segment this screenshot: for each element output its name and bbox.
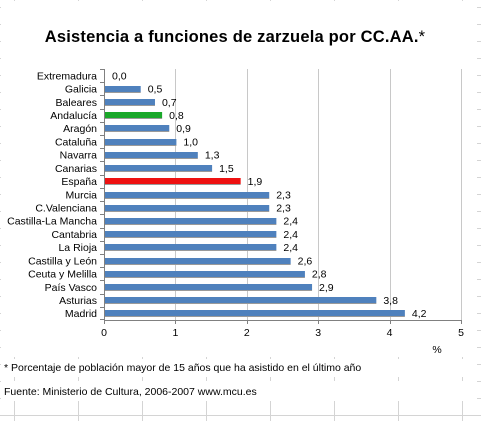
bar bbox=[105, 192, 270, 198]
data-label: 1,9 bbox=[248, 176, 263, 188]
bar bbox=[105, 297, 377, 303]
bar bbox=[105, 231, 277, 237]
category-label: Baleares bbox=[56, 97, 97, 109]
x-tick-label: 5 bbox=[458, 327, 464, 339]
category-label: Asturias bbox=[59, 295, 97, 307]
category-label: Madrid bbox=[65, 308, 97, 320]
category-label: Cantabria bbox=[51, 229, 97, 241]
category-label: Navarra bbox=[60, 150, 98, 162]
data-label: 0,0 bbox=[112, 70, 127, 82]
bar bbox=[105, 258, 291, 264]
data-label: 3,8 bbox=[383, 295, 398, 307]
x-tick-label: 3 bbox=[315, 327, 321, 339]
bar bbox=[105, 139, 177, 145]
data-label: 2,4 bbox=[283, 216, 298, 228]
data-label: 4,2 bbox=[412, 308, 427, 320]
x-tick-label: 1 bbox=[172, 327, 178, 339]
x-tick-label: 4 bbox=[387, 327, 393, 339]
bar bbox=[105, 271, 305, 277]
bar bbox=[105, 86, 141, 92]
x-tick-label: 0 bbox=[101, 327, 107, 339]
data-label: 0,7 bbox=[162, 97, 177, 109]
category-label: Castilla-La Mancha bbox=[7, 216, 97, 228]
bar bbox=[105, 178, 241, 184]
category-label: Galicia bbox=[65, 84, 97, 96]
source-note: Fuente: Ministerio de Cultura, 2006-2007… bbox=[4, 386, 257, 398]
data-label: 2,3 bbox=[276, 189, 291, 201]
x-axis-label: % bbox=[432, 344, 441, 356]
data-label: 2,4 bbox=[283, 229, 298, 241]
category-label: Andalucía bbox=[50, 110, 97, 122]
bar bbox=[105, 284, 313, 290]
category-label: País Vasco bbox=[45, 282, 97, 294]
data-label: 2,3 bbox=[276, 203, 291, 215]
bar bbox=[105, 244, 277, 250]
footnote-cell bbox=[1, 359, 477, 377]
bar bbox=[105, 218, 277, 224]
source-cell bbox=[1, 381, 477, 401]
data-label: 0,5 bbox=[148, 84, 163, 96]
chart-title: Asistencia a funciones de zarzuela por C… bbox=[0, 28, 470, 47]
footnote: * Porcentaje de población mayor de 15 añ… bbox=[4, 362, 362, 374]
category-label: Ceuta y Melilla bbox=[28, 269, 97, 281]
data-label: 2,9 bbox=[319, 282, 334, 294]
data-label: 2,6 bbox=[298, 255, 313, 267]
bar bbox=[105, 310, 405, 316]
bar bbox=[105, 99, 155, 105]
category-label: Cataluña bbox=[55, 136, 97, 148]
bar bbox=[105, 112, 163, 118]
data-label: 0,8 bbox=[169, 110, 184, 122]
data-label: 2,4 bbox=[283, 242, 298, 254]
data-label: 1,3 bbox=[205, 150, 220, 162]
chart-title-marker: * bbox=[418, 28, 426, 46]
bar bbox=[105, 125, 170, 131]
category-label: Murcia bbox=[65, 189, 97, 201]
category-label: Extremadura bbox=[37, 70, 97, 82]
data-label: 0,9 bbox=[176, 123, 191, 135]
data-label: 1,0 bbox=[183, 136, 198, 148]
data-label: 2,8 bbox=[312, 269, 327, 281]
category-label: Aragón bbox=[63, 123, 97, 135]
bar bbox=[105, 205, 270, 211]
category-label: España bbox=[61, 176, 97, 188]
category-label: Canarias bbox=[55, 163, 97, 175]
chart-title-text: Asistencia a funciones de zarzuela por C… bbox=[44, 28, 419, 46]
category-label: La Rioja bbox=[58, 242, 97, 254]
x-tick-label: 2 bbox=[244, 327, 250, 339]
data-label: 1,5 bbox=[219, 163, 234, 175]
category-label: Castilla y León bbox=[28, 255, 97, 267]
bar bbox=[105, 165, 213, 171]
category-label: C.Valenciana bbox=[35, 203, 97, 215]
bar bbox=[105, 152, 198, 158]
